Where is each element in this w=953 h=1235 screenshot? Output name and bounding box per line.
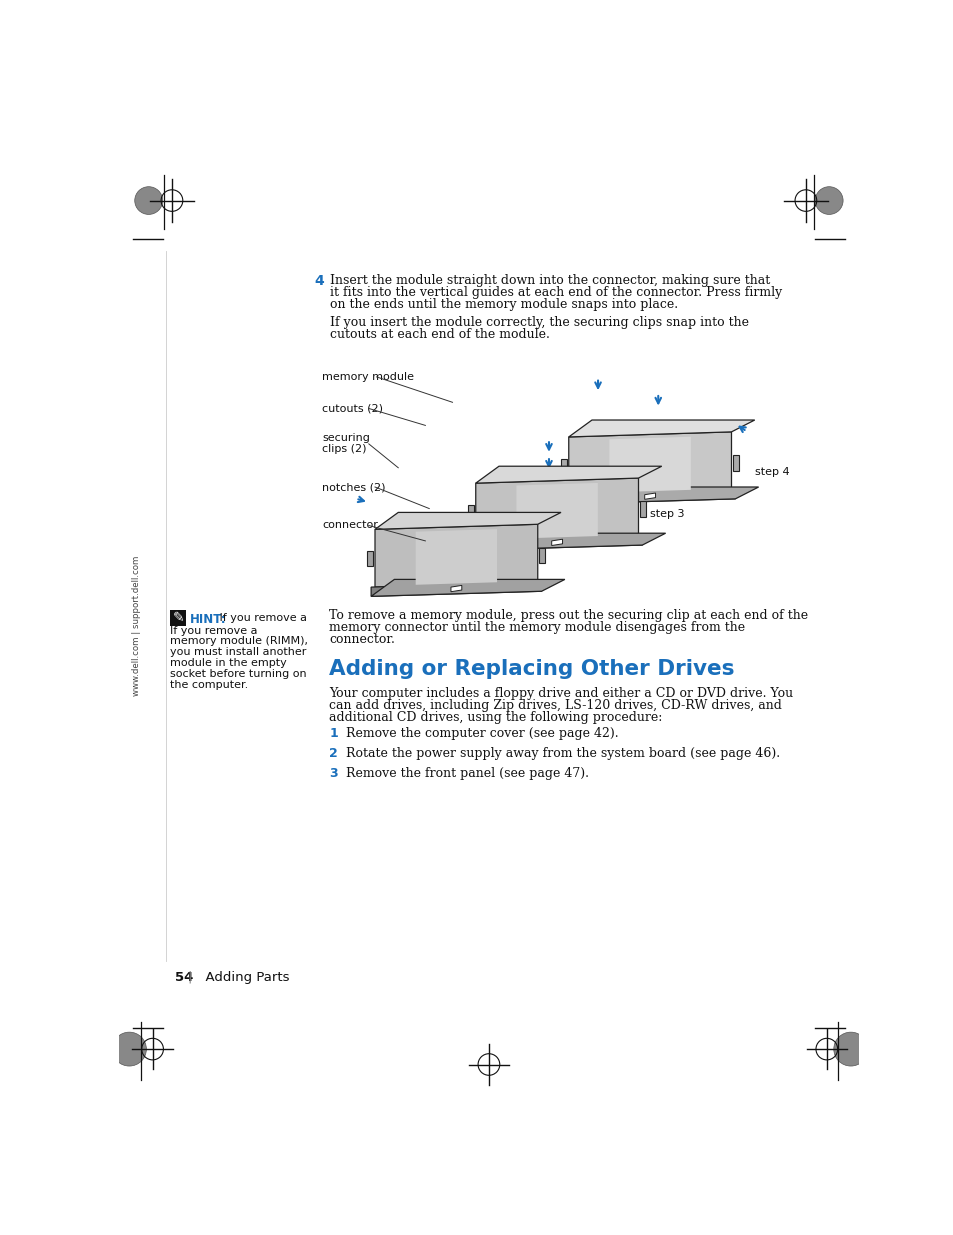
Text: it fits into the vertical guides at each end of the connector. Press firmly: it fits into the vertical guides at each… — [330, 285, 781, 299]
Text: step 2: step 2 — [442, 566, 477, 576]
Text: 3: 3 — [329, 767, 337, 781]
Text: www.dell.com | support.dell.com: www.dell.com | support.dell.com — [132, 556, 141, 695]
Polygon shape — [476, 478, 638, 541]
Polygon shape — [476, 466, 661, 483]
Text: you must install another: you must install another — [171, 647, 307, 657]
Text: can add drives, including Zip drives, LS-120 drives, CD-RW drives, and: can add drives, including Zip drives, LS… — [329, 699, 781, 713]
Text: Adding or Replacing Other Drives: Adding or Replacing Other Drives — [329, 658, 734, 679]
Text: Remove the front panel (see page 47).: Remove the front panel (see page 47). — [346, 767, 589, 781]
Polygon shape — [375, 525, 537, 587]
Polygon shape — [564, 487, 758, 504]
Polygon shape — [371, 582, 541, 597]
Text: memory module (RIMM),: memory module (RIMM), — [171, 636, 308, 646]
Text: module in the empty: module in the empty — [171, 658, 287, 668]
Polygon shape — [468, 505, 474, 520]
Polygon shape — [371, 579, 564, 597]
Text: securing: securing — [322, 433, 370, 443]
Text: HINT:: HINT: — [190, 613, 226, 625]
FancyBboxPatch shape — [171, 610, 186, 626]
Polygon shape — [568, 432, 731, 495]
Text: connector: connector — [322, 520, 377, 531]
Text: If you insert the module correctly, the securing clips snap into the: If you insert the module correctly, the … — [330, 316, 748, 329]
Text: If you remove a: If you remove a — [216, 613, 307, 622]
Text: cutouts (2): cutouts (2) — [322, 404, 383, 414]
Text: memory module: memory module — [322, 372, 414, 382]
Polygon shape — [564, 489, 735, 504]
Text: 54: 54 — [174, 971, 193, 983]
Text: step 4: step 4 — [754, 467, 788, 477]
Text: on the ends until the memory module snaps into place.: on the ends until the memory module snap… — [330, 298, 678, 310]
Polygon shape — [367, 551, 373, 567]
Text: Remove the computer cover (see page 42).: Remove the computer cover (see page 42). — [346, 727, 618, 740]
Text: Insert the module straight down into the connector, making sure that: Insert the module straight down into the… — [330, 274, 769, 287]
Text: socket before turning on: socket before turning on — [171, 668, 307, 679]
Text: Your computer includes a floppy drive and either a CD or DVD drive. You: Your computer includes a floppy drive an… — [329, 687, 793, 700]
Polygon shape — [472, 536, 641, 550]
Polygon shape — [609, 437, 690, 493]
Text: additional CD drives, using the following procedure:: additional CD drives, using the followin… — [329, 711, 662, 724]
Polygon shape — [644, 493, 655, 499]
Text: 4: 4 — [314, 274, 324, 288]
Text: 2: 2 — [329, 747, 337, 761]
Text: ✎: ✎ — [172, 611, 184, 625]
Polygon shape — [568, 420, 754, 437]
Polygon shape — [472, 534, 665, 550]
Polygon shape — [375, 513, 560, 530]
Text: step 3: step 3 — [649, 509, 684, 519]
Text: Adding Parts: Adding Parts — [196, 971, 289, 983]
Polygon shape — [451, 585, 461, 592]
Polygon shape — [732, 456, 739, 471]
Text: If you remove a: If you remove a — [171, 626, 257, 636]
Circle shape — [112, 1032, 146, 1066]
Circle shape — [815, 186, 842, 215]
Polygon shape — [560, 458, 567, 474]
Text: memory connector until the memory module disengages from the: memory connector until the memory module… — [329, 621, 744, 634]
Polygon shape — [538, 547, 545, 563]
Text: 1: 1 — [329, 727, 337, 740]
Polygon shape — [516, 483, 598, 538]
Text: cutouts at each end of the module.: cutouts at each end of the module. — [330, 327, 549, 341]
Polygon shape — [639, 501, 645, 516]
Polygon shape — [416, 529, 497, 585]
Text: the computer.: the computer. — [171, 679, 249, 689]
Text: connector.: connector. — [329, 632, 395, 646]
Circle shape — [833, 1032, 867, 1066]
Circle shape — [134, 186, 162, 215]
Text: Rotate the power supply away from the system board (see page 46).: Rotate the power supply away from the sy… — [346, 747, 780, 761]
Polygon shape — [551, 540, 562, 546]
Text: |: | — [187, 971, 192, 983]
Text: notches (2): notches (2) — [322, 482, 385, 492]
Text: clips (2): clips (2) — [322, 445, 366, 454]
Text: To remove a memory module, press out the securing clip at each end of the: To remove a memory module, press out the… — [329, 609, 807, 621]
